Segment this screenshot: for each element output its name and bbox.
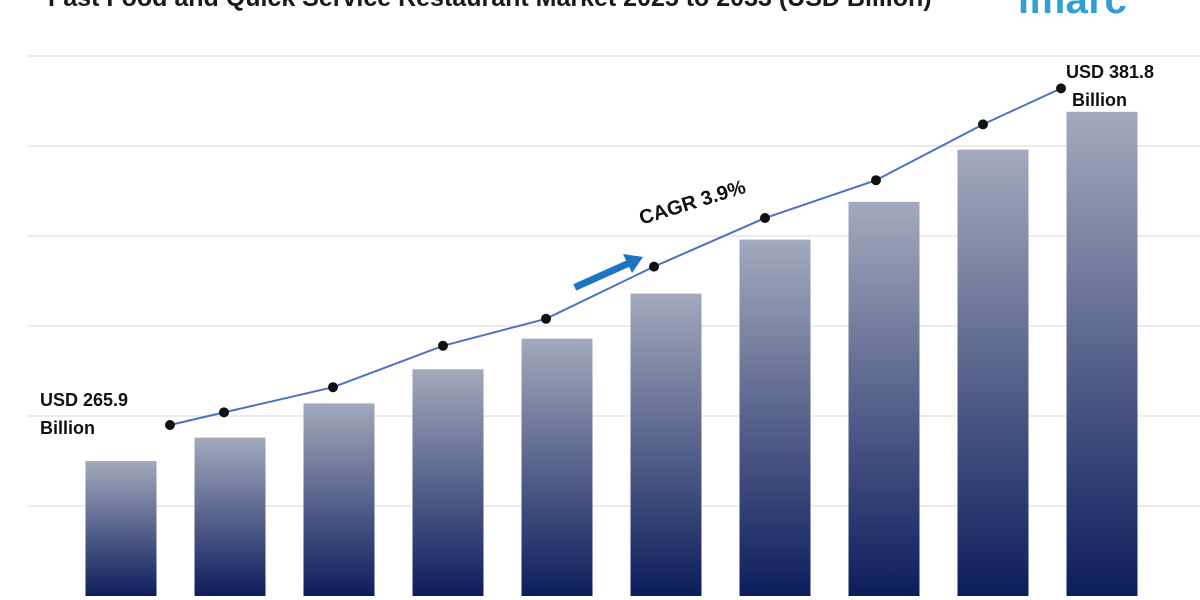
trend-markers: [165, 83, 1066, 430]
trend-point: [541, 313, 551, 324]
bar: [521, 338, 593, 596]
end-value-label: USD 381.8 Billion: [1066, 58, 1154, 114]
bar: [194, 437, 266, 596]
bar: [848, 201, 920, 597]
trend-point: [760, 213, 770, 223]
end-value-line2: Billion: [1072, 90, 1127, 110]
trend-point: [1056, 83, 1066, 94]
chart-title: Fast Food and Quick Service Restaurant M…: [48, 0, 932, 13]
trend-point: [165, 420, 175, 430]
start-value-line1: USD 265.9: [40, 390, 129, 410]
trend-point: [438, 340, 448, 351]
trend-line: [169, 87, 1062, 426]
trend-point: [649, 261, 659, 272]
trend-point: [328, 382, 338, 393]
bar: [739, 239, 811, 596]
bar: [303, 403, 375, 596]
bar: [630, 293, 702, 596]
end-value-line1: USD 381.8: [1066, 62, 1155, 82]
bar: [85, 461, 157, 596]
start-value-label: USD 265.9 Billion: [40, 386, 128, 442]
trend-point: [978, 119, 988, 130]
trend-line-path: [169, 87, 1062, 426]
start-value-line2: Billion: [40, 418, 95, 438]
bar: [1066, 111, 1138, 597]
imarc-logo: imarc: [1018, 0, 1128, 22]
bars: [85, 111, 1138, 597]
trend-point: [219, 407, 229, 418]
cagr-arrow: [573, 254, 643, 291]
bar: [957, 149, 1029, 596]
bar: [412, 369, 484, 596]
trend-point: [871, 175, 881, 186]
